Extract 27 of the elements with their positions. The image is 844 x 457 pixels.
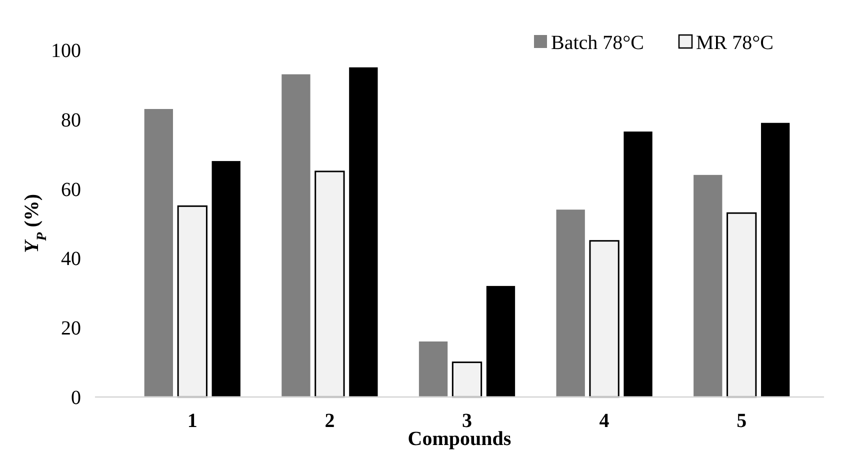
bar [556, 210, 585, 397]
bar [624, 132, 652, 397]
legend-label: Batch 78°C [551, 32, 644, 54]
x-tick-label: 2 [324, 410, 335, 432]
bar [452, 362, 482, 398]
bar [282, 74, 310, 397]
bar [144, 108, 173, 397]
bar [314, 170, 345, 398]
x-tick-label: 5 [736, 410, 747, 432]
bar [726, 212, 757, 398]
bar [418, 341, 448, 397]
x-tick-label: 1 [187, 410, 198, 432]
legend-label: MR 78°C [696, 32, 774, 54]
y-tick-label: 20 [61, 318, 81, 340]
bar [761, 122, 790, 397]
y-tick-label: 0 [71, 387, 81, 409]
bar [486, 286, 516, 397]
y-tick-label: 60 [61, 178, 81, 201]
y-tick-label: 100 [51, 40, 81, 62]
bar [349, 67, 378, 397]
bar [212, 161, 240, 397]
bar [589, 240, 620, 398]
x-tick-label: 4 [599, 410, 610, 432]
y-tick-label: 80 [61, 109, 81, 132]
bar [177, 205, 208, 398]
bar [694, 174, 722, 397]
y-tick-label: 40 [61, 248, 81, 270]
